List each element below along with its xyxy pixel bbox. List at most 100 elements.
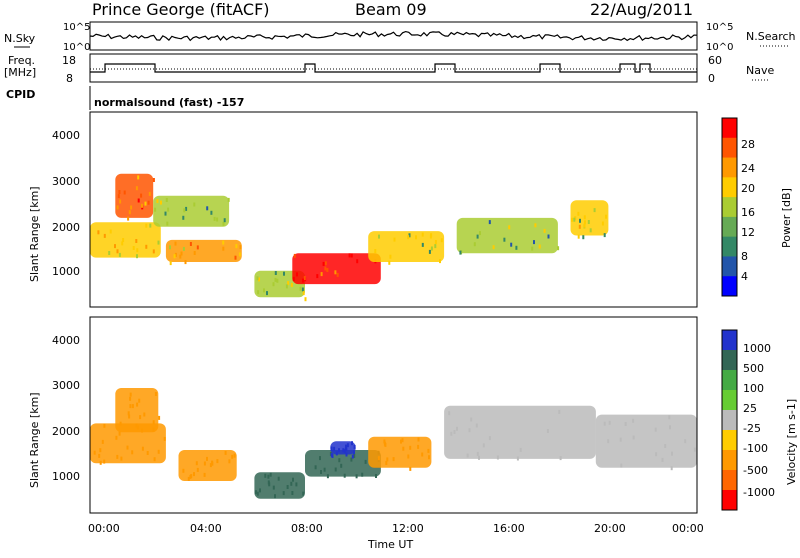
heatmap-speckle: [239, 245, 242, 250]
heatmap-speckle: [427, 448, 430, 453]
heatmap-speckle: [320, 470, 322, 474]
colorbar-cell: [722, 118, 737, 139]
heatmap-speckle: [601, 221, 604, 226]
colorbar-cell: [722, 157, 737, 178]
heatmap-speckle: [193, 472, 195, 477]
heatmap-speckle: [276, 278, 279, 283]
heatmap-speckle: [330, 452, 333, 457]
velocity-colorbar-cells: [722, 330, 737, 511]
heatmap-speckle: [607, 439, 610, 444]
heatmap-speckle: [421, 242, 424, 247]
heatmap-speckle: [131, 450, 134, 455]
heatmap-speckle: [619, 437, 622, 442]
heatmap-speckle: [389, 254, 392, 259]
heatmap-speckle: [385, 461, 388, 465]
heatmap-speckle: [287, 281, 290, 286]
heatmap-speckle: [345, 447, 348, 452]
heatmap-speckle: [93, 450, 96, 455]
heatmap-region-7: [444, 405, 596, 459]
heatmap-speckle: [98, 453, 101, 458]
heatmap-speckle: [330, 446, 333, 451]
heatmap-speckle: [589, 228, 592, 233]
heatmap-speckle: [165, 198, 168, 202]
heatmap-speckle: [99, 460, 102, 465]
heatmap-speckle: [453, 430, 456, 434]
heatmap-speckle: [187, 476, 190, 481]
heatmap-speckle: [137, 175, 140, 180]
x-tick-0400: 04:00: [190, 522, 222, 535]
heatmap-region-5: [292, 253, 381, 285]
heatmap-speckle: [129, 404, 132, 409]
heatmap-speckle: [129, 396, 132, 401]
heatmap-speckle: [195, 461, 198, 466]
heatmap-speckle: [180, 251, 183, 256]
heatmap-speckle: [121, 241, 124, 246]
heatmap-region-2: [153, 195, 230, 227]
power-heatmap: [90, 173, 609, 302]
heatmap-speckle: [547, 234, 550, 239]
heatmap-speckle: [338, 448, 340, 453]
colorbar-cell: [722, 390, 737, 411]
heatmap-speckle: [573, 217, 576, 222]
heatmap-speckle: [160, 200, 162, 205]
heatmap-speckle: [407, 235, 410, 240]
heatmap-speckle: [608, 420, 611, 425]
heatmap-speckle: [417, 444, 420, 449]
heatmap-speckle: [470, 417, 473, 422]
heatmap-speckle: [323, 467, 326, 472]
heatmap-region-0: [90, 222, 161, 258]
heatmap-speckle: [654, 427, 657, 432]
heatmap-speckle: [346, 443, 349, 448]
x-tick-0000-end: 00:00: [672, 522, 704, 535]
heatmap-speckle: [185, 206, 188, 211]
heatmap-speckle: [343, 473, 346, 478]
heatmap-speckle: [103, 459, 106, 464]
heatmap-speckle: [557, 246, 560, 251]
heatmap-speckle: [116, 205, 119, 210]
heatmap-speckle: [114, 244, 116, 249]
velocity-cbar-tick-100: 100: [743, 382, 764, 395]
heatmap-speckle: [138, 398, 141, 403]
heatmap-speckle: [216, 217, 219, 222]
heatmap-speckle: [546, 429, 549, 433]
heatmap-speckle: [324, 266, 327, 271]
heatmap-speckle: [118, 431, 121, 436]
velocity-cbar-tick-m100: -100: [743, 442, 768, 455]
heatmap-speckle: [184, 260, 187, 265]
colorbar-cell: [722, 330, 737, 351]
heatmap-speckle: [97, 230, 100, 235]
heatmap-speckle: [579, 218, 581, 223]
heatmap-speckle: [448, 411, 451, 416]
heatmap-speckle: [409, 466, 412, 471]
heatmap-speckle: [476, 451, 479, 456]
heatmap-speckle: [136, 254, 138, 259]
heatmap-speckle: [392, 457, 395, 462]
heatmap-speckle: [116, 249, 119, 254]
power-colorbar-cells: [722, 118, 737, 297]
heatmap-speckle: [326, 474, 329, 479]
x-axis-ticks: 00:00 04:00 08:00 12:00 16:00 20:00 00:0…: [88, 522, 704, 535]
velocity-colorbar-frame: [721, 329, 738, 511]
heatmap-speckle: [277, 476, 280, 481]
noise-tick-right-lo: 10^0: [706, 42, 733, 53]
heatmap-speckle: [182, 246, 185, 251]
power-cbar-tick-4: 4: [741, 270, 748, 283]
heatmap-speckle: [296, 272, 298, 277]
heatmap-speckle: [559, 456, 562, 461]
heatmap-speckle: [283, 271, 285, 276]
heatmap-speckle: [378, 234, 380, 239]
heatmap-speckle: [383, 439, 386, 444]
heatmap-speckle: [109, 229, 112, 234]
heatmap-speckle: [400, 439, 402, 444]
power-cbar-tick-28: 28: [741, 138, 755, 151]
heatmap-speckle: [274, 494, 276, 499]
heatmap-speckle: [216, 459, 219, 464]
colorbar-cell: [722, 350, 737, 371]
heatmap-speckle: [193, 251, 196, 255]
heatmap-region-6: [368, 231, 445, 262]
x-tick-1200: 12:00: [392, 522, 424, 535]
heatmap-speckle: [538, 244, 541, 249]
heatmap-speckle: [123, 190, 126, 195]
heatmap-speckle: [267, 474, 270, 479]
heatmap-speckle: [336, 272, 339, 277]
